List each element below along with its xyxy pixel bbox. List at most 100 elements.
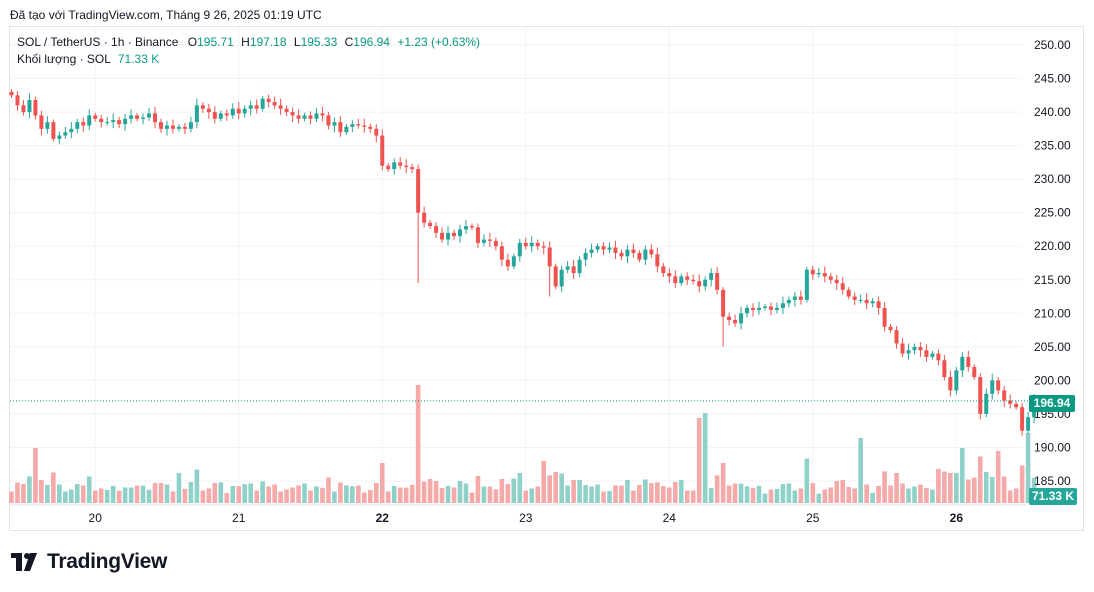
volume-bar xyxy=(816,493,822,503)
candle-body xyxy=(685,276,690,280)
volume-bar xyxy=(451,487,457,503)
chart-frame[interactable] xyxy=(9,26,1084,531)
volume-bar xyxy=(98,488,104,503)
candle-body xyxy=(751,307,756,310)
grid-lines xyxy=(10,27,1027,506)
volume-bar xyxy=(798,488,804,503)
candle-body xyxy=(9,91,14,96)
volume-bar xyxy=(702,413,708,503)
candle-body xyxy=(81,122,86,126)
candle-body xyxy=(798,296,803,300)
volume-bar xyxy=(475,475,481,503)
volume-bar xyxy=(607,490,612,503)
candle-body xyxy=(356,124,361,126)
volume-bar xyxy=(625,480,630,503)
volume-bar xyxy=(308,490,313,503)
candle-body xyxy=(739,313,744,324)
volume-bar xyxy=(619,485,624,503)
volume-bar xyxy=(368,489,373,503)
volume-bar xyxy=(290,487,295,503)
volume-bar xyxy=(828,487,834,503)
volume-bar xyxy=(786,483,792,503)
time-tick-label: 25 xyxy=(806,511,820,525)
candle-body xyxy=(392,162,397,170)
volume-bar xyxy=(140,485,146,503)
volume-bar xyxy=(146,489,152,503)
volume-bar xyxy=(110,485,116,503)
volume-bar xyxy=(80,485,86,503)
volume-bar xyxy=(188,482,194,503)
symbol-title[interactable]: SOL / TetherUS · 1h · Binance xyxy=(17,35,179,49)
volume-bar xyxy=(33,448,38,503)
candle-body xyxy=(27,100,32,113)
candle-body xyxy=(75,122,80,129)
volume-bar xyxy=(242,484,248,503)
volume-bar xyxy=(51,472,56,503)
candle-body xyxy=(434,226,439,233)
volume-bar xyxy=(248,483,253,503)
candle-body xyxy=(135,115,140,119)
volume-bar xyxy=(182,488,188,503)
candle-body xyxy=(601,246,606,250)
volume-bar xyxy=(684,490,690,503)
candle-body xyxy=(1002,390,1007,401)
volume-bar xyxy=(732,483,738,503)
volume-bar xyxy=(487,486,493,503)
volume-bar xyxy=(314,486,319,503)
candle-body xyxy=(99,118,104,123)
volume-bar xyxy=(445,486,451,503)
candle-body xyxy=(786,299,791,304)
candle-body xyxy=(326,115,331,126)
volume-legend: Khối lượng · SOL 71.33 K xyxy=(17,52,159,66)
candle-body xyxy=(948,377,953,391)
created-header: Đã tạo với TradingView.com, Tháng 9 26, … xyxy=(10,8,322,22)
price-tick-label: 210.00 xyxy=(1034,306,1071,320)
volume-bar xyxy=(469,492,475,503)
candle-body xyxy=(768,306,773,310)
volume-bar xyxy=(678,480,684,503)
candle-body xyxy=(458,229,462,237)
volume-label[interactable]: Khối lượng · SOL xyxy=(17,52,111,66)
volume-bar xyxy=(1007,490,1013,503)
volume-bar xyxy=(894,473,899,503)
volume-bar xyxy=(332,491,337,503)
volume-bar xyxy=(541,461,547,503)
high-label: H xyxy=(241,35,250,49)
candle-body xyxy=(141,117,146,119)
price-tick-label: 235.00 xyxy=(1034,139,1071,153)
candle-body xyxy=(33,100,38,116)
volume-bar xyxy=(63,491,68,503)
tradingview-logo[interactable]: TradingView xyxy=(11,549,167,575)
candle-body xyxy=(846,289,851,297)
volume-bar xyxy=(989,477,995,503)
candle-body xyxy=(571,266,576,274)
volume-bar xyxy=(864,484,869,503)
candle-body xyxy=(302,115,307,119)
last-price-tag: 196.94 xyxy=(1029,395,1075,412)
volume-bar xyxy=(661,486,666,503)
time-tick-label: 26 xyxy=(950,511,964,525)
candle-body xyxy=(170,125,175,129)
volume-bar xyxy=(385,491,391,503)
candle-body xyxy=(422,212,427,223)
candle-body xyxy=(236,108,241,114)
volume-bar xyxy=(977,456,983,503)
volume-bar xyxy=(960,448,965,503)
volume-bar xyxy=(134,485,140,503)
candle-body xyxy=(344,126,349,133)
volume-bar xyxy=(194,469,200,503)
candle-body xyxy=(350,124,355,127)
volume-bar xyxy=(858,438,863,503)
candle-body xyxy=(374,128,379,136)
time-tick-label: 21 xyxy=(232,511,246,525)
price-axis: 250.00 245.00 240.00 235.00 230.00 225.00 220.… xyxy=(1034,38,1071,488)
volume-bar xyxy=(439,488,445,503)
candle-body xyxy=(188,122,193,129)
candle-body xyxy=(308,115,313,119)
candle-body xyxy=(972,366,977,378)
close-value: 196.94 xyxy=(353,35,390,49)
candle-body xyxy=(541,246,546,248)
candle-body xyxy=(523,242,528,247)
candle-body xyxy=(619,252,624,257)
